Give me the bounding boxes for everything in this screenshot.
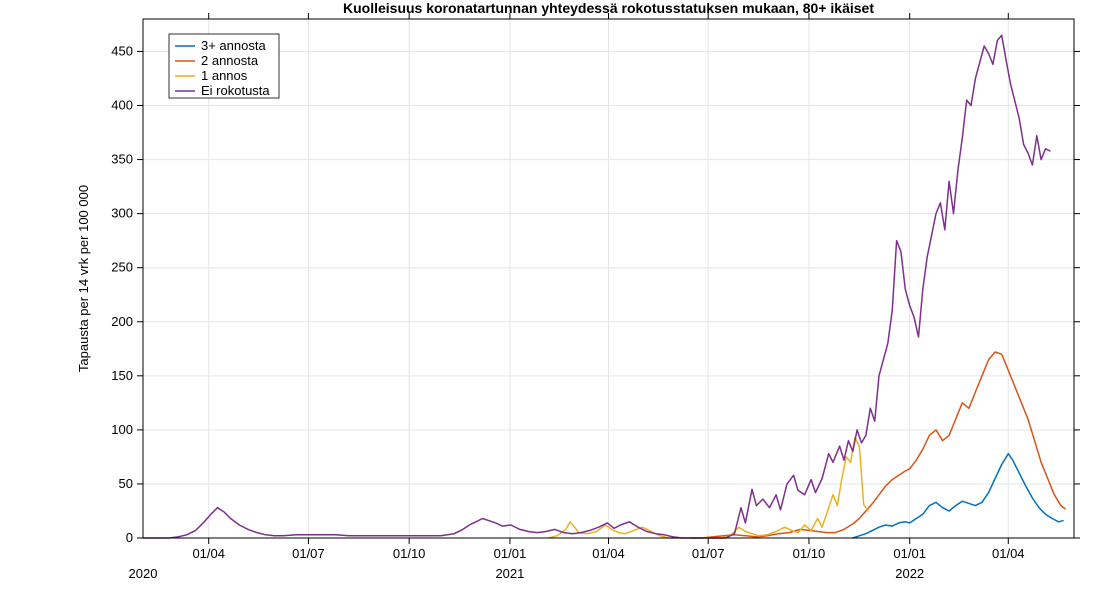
mortality-chart: 0 50 100 150 200 250 300 350 400 450 01/04 01/07 01/… (0, 0, 1098, 597)
y-axis-label: Tapausta per 14 vrk per 100 000 (76, 185, 91, 372)
y-tick-label: 250 (111, 260, 133, 275)
chart-svg: 0 50 100 150 200 250 300 350 400 450 01/04 01/07 01/… (0, 0, 1098, 597)
x-tick-label: 01/04 (992, 546, 1025, 561)
y-tick-label: 150 (111, 368, 133, 383)
y-tick-label: 350 (111, 152, 133, 167)
x-year-label: 2020 (129, 566, 158, 581)
y-tick-label: 300 (111, 206, 133, 221)
x-year-label: 2022 (895, 566, 924, 581)
y-tick-label: 450 (111, 43, 133, 58)
y-tick-label: 400 (111, 98, 133, 113)
x-tick-label: 01/04 (192, 546, 225, 561)
chart-title: Kuolleisuus koronatartunnan yhteydessä r… (343, 0, 874, 16)
legend-label: Ei rokotusta (201, 83, 270, 98)
x-tick-label: 01/01 (893, 546, 926, 561)
x-tick-label: 01/04 (592, 546, 625, 561)
x-tick-label: 01/07 (692, 546, 725, 561)
x-tick-label: 01/10 (793, 546, 826, 561)
y-tick-label: 100 (111, 422, 133, 437)
x-tick-label: 01/07 (292, 546, 325, 561)
y-tick-label: 200 (111, 314, 133, 329)
x-year-label: 2021 (495, 566, 524, 581)
y-tick-label: 50 (119, 476, 133, 491)
legend-label: 3+ annosta (201, 38, 266, 53)
y-tick-label: 0 (126, 530, 133, 545)
x-tick-label: 01/10 (393, 546, 426, 561)
x-tick-label: 01/01 (494, 546, 527, 561)
legend-label: 1 annos (201, 68, 248, 83)
legend-label: 2 annosta (201, 53, 259, 68)
